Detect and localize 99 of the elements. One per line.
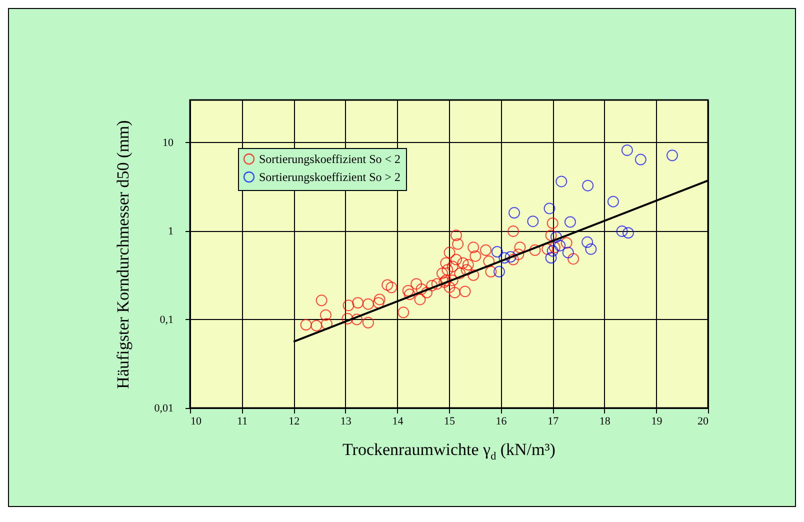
point [420,286,432,298]
point [621,144,633,156]
point [460,264,472,276]
point [554,240,566,252]
point [386,282,398,294]
point [514,242,526,254]
point [320,309,332,321]
point [560,237,572,249]
point [398,306,410,318]
x-tick-label: 13 [340,416,352,428]
y-tick-label: 0,1 [160,314,174,326]
x-tick-label: 17 [548,416,560,428]
point [556,176,568,188]
point [446,260,458,272]
point [426,280,438,292]
point [548,242,560,254]
point [545,230,557,242]
x-tick-label: 11 [237,416,248,428]
point [483,256,495,268]
point [351,314,363,326]
point [546,217,558,229]
x-tick-label: 12 [288,416,300,428]
y-axis-title: Häufigster Korndurchmesser d50 (mm) [113,120,132,389]
point [527,216,539,228]
x-tick-label: 10 [190,416,202,428]
point [616,225,628,237]
point [468,242,480,254]
y-tick-label: 1 [168,225,174,238]
point [372,297,384,309]
point [507,254,519,266]
point [529,244,541,256]
point [491,246,503,258]
point [468,269,480,281]
point [459,286,471,298]
point [316,294,328,306]
legend-label: Sortierungskoeffizient So < 2 [259,152,401,166]
point [321,318,332,330]
point [416,283,428,295]
point [485,266,497,278]
point [498,252,510,264]
legend-label: Sortierungskoeffizient So > 2 [259,170,401,184]
point [382,279,394,291]
point [582,236,594,248]
point [564,216,576,228]
point [544,202,556,214]
x-axis-title: Trockenraumwichte γ$_{d}$ (kN/m³) [342,440,556,462]
point [414,294,426,306]
point [352,297,364,309]
point [300,319,312,331]
x-tick-label: 14 [392,416,404,428]
point [431,278,443,290]
x-tick-label: 15 [444,416,456,428]
point [374,294,386,306]
x-tick-label: 18 [599,416,611,428]
x-tick-label: 16 [496,416,508,428]
point [504,251,516,263]
point [585,243,597,255]
point [470,250,482,262]
point [342,312,354,324]
point [440,257,452,269]
point [666,150,678,162]
x-tick-label: 19 [651,416,663,428]
point [462,259,474,270]
point [436,268,448,280]
point [634,154,646,166]
y-tick-label: 0,01 [154,402,174,414]
point [362,316,374,328]
point [448,286,460,298]
point [562,246,574,258]
x-tick-label: 20 [698,416,709,428]
point [450,230,462,242]
point [362,298,374,310]
point [542,243,554,255]
point [457,257,469,269]
point [404,288,416,300]
point [550,231,562,243]
point [454,268,466,280]
point [402,284,414,296]
point [607,196,619,208]
point [622,227,634,239]
point [507,225,519,237]
point [545,252,557,264]
point [508,207,520,218]
point [444,246,456,258]
point [480,244,492,256]
point [512,248,524,260]
point [446,274,458,286]
y-tick-label: 10 [162,136,174,149]
point [450,254,462,266]
point [494,266,505,278]
point [310,320,322,332]
point [444,281,456,293]
point [568,253,580,265]
point [452,238,464,250]
point [410,278,422,290]
point [582,180,594,192]
point [342,300,354,312]
point [546,245,558,257]
point [442,264,454,276]
